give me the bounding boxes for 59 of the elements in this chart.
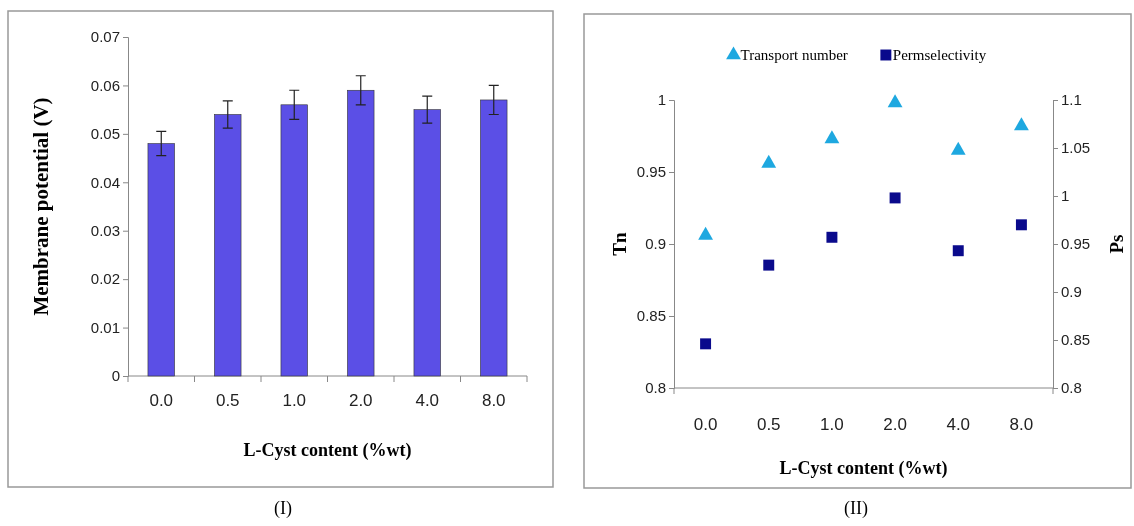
y-tick-label: 0.03	[90, 222, 120, 240]
y2-tick-label: 0.8	[1061, 379, 1082, 397]
y2-tick-label: 1.1	[1061, 91, 1082, 109]
x-axis-title: L-Cyst content (%wt)	[779, 458, 948, 479]
x-tick-label: 8.0	[481, 391, 506, 410]
y-tick-label: 0.8	[645, 379, 666, 397]
x-tick-label: 4.0	[415, 391, 440, 410]
y2-tick-label: 1	[1061, 187, 1070, 205]
y-tick-label: 0.05	[90, 125, 120, 143]
y2-axis-title: Ps	[1106, 234, 1127, 254]
y-tick-label: 0.01	[90, 318, 120, 336]
x-tick-label: 0.5	[215, 391, 240, 410]
y-tick-label: 1	[657, 91, 666, 109]
y-tick-label: 0.02	[90, 270, 120, 288]
y-tick-label: 0.06	[90, 76, 120, 94]
x-tick-label: 1.0	[820, 415, 844, 434]
y2-tick-label: 0.9	[1061, 283, 1082, 301]
x-tick-label: 0.0	[149, 391, 174, 410]
point	[952, 245, 964, 257]
bar	[214, 114, 242, 377]
point	[1015, 219, 1027, 231]
x-axis-title: L-Cyst content (%wt)	[243, 440, 412, 461]
point	[950, 141, 966, 155]
x-tick-label: 0.5	[756, 415, 781, 434]
point	[887, 94, 903, 108]
x-tick-label: 1.0	[282, 391, 307, 410]
text: (I)	[274, 498, 292, 519]
y-tick-label: 0.04	[90, 173, 120, 191]
y-tick-label: 0.07	[90, 28, 120, 46]
y-tick-label: 0.9	[645, 235, 666, 253]
bar	[280, 104, 308, 377]
y-tick-label: 0.85	[636, 307, 666, 325]
y2-tick-label: 0.95	[1061, 235, 1091, 253]
bar	[413, 109, 441, 377]
x-tick-label: 4.0	[946, 415, 971, 434]
bar	[147, 143, 175, 377]
point	[763, 259, 775, 271]
point	[761, 154, 777, 168]
y2-tick-label: 0.85	[1061, 331, 1091, 349]
point	[1014, 117, 1029, 131]
legend-label: Permselectivity	[892, 47, 987, 63]
x-tick-label: 0.0	[693, 415, 718, 434]
bar	[480, 99, 508, 377]
point	[826, 231, 838, 243]
legend-label: Transport number	[740, 47, 848, 63]
y-tick-label: 0	[111, 367, 120, 385]
text: (II)	[844, 498, 868, 519]
x-tick-label: 8.0	[1009, 415, 1034, 434]
y-axis-title: Membrane potential (V)	[29, 97, 53, 316]
point	[700, 338, 712, 350]
point	[889, 192, 901, 204]
point	[824, 130, 840, 144]
y-axis-title: Tn	[609, 231, 630, 256]
x-tick-label: 2.0	[883, 415, 907, 434]
x-tick-label: 2.0	[348, 391, 373, 410]
point	[698, 226, 713, 240]
y2-tick-label: 1.05	[1061, 139, 1091, 157]
y-tick-label: 0.95	[636, 163, 666, 181]
bar	[347, 89, 375, 377]
